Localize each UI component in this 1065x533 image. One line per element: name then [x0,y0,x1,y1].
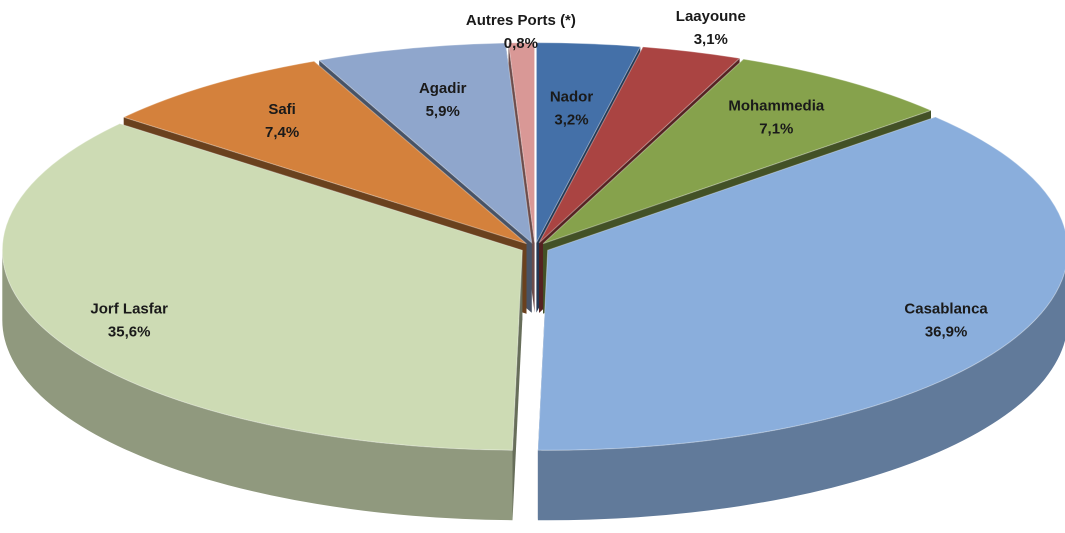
slice-label: Safi [268,101,296,118]
slice [1,123,523,451]
slice-value-label: 7,1% [759,121,793,138]
slice-value-label: 36,9% [925,324,968,341]
slice-value-label: 5,9% [426,103,460,120]
slice-label: Casablanca [904,301,988,318]
slice-value-label: 35,6% [108,323,151,340]
slice-label: Jorf Lasfar [90,300,168,317]
slice-label: Nador [550,89,594,106]
slice [318,42,533,245]
slice-value-label: 3,2% [554,112,588,129]
slice-label: Autres Ports (*) [466,12,576,29]
slice-side [2,250,513,521]
slice-label: Laayoune [676,8,746,25]
slice [535,42,642,243]
slice-label: Mohammedia [728,98,825,115]
slice-value-label: 3,1% [694,31,728,48]
slice [542,58,933,245]
slice-value-label: 0,8% [504,35,538,52]
slice [537,116,1065,451]
slice [538,46,741,244]
slice-value-label: 7,4% [265,124,299,141]
slice-label: Agadir [419,80,467,97]
slice-wall [512,250,523,521]
slice-side [537,270,1065,521]
slice [507,42,536,243]
slice [122,60,527,245]
